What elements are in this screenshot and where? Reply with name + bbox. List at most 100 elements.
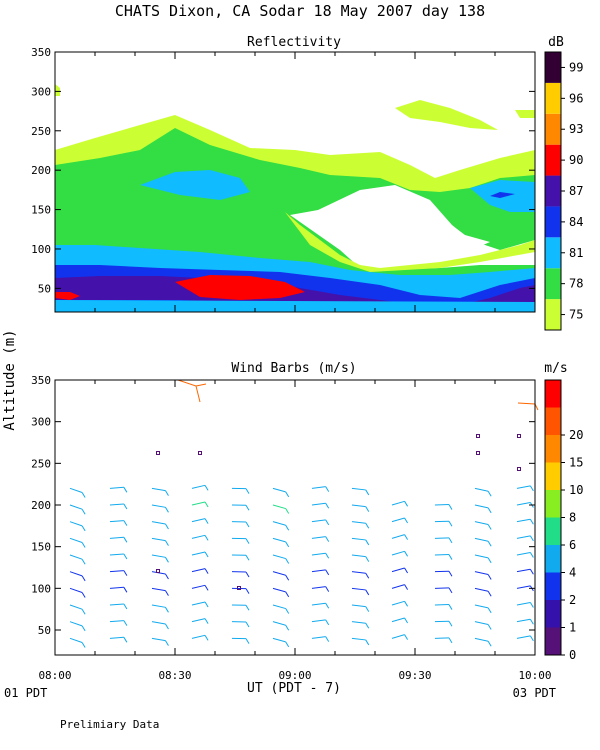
colorbar-segment: [545, 627, 561, 655]
reflectivity-title: Reflectivity: [247, 35, 341, 50]
wind-barb: [109, 520, 124, 523]
wind-barb-feather: [365, 606, 370, 612]
colorbar-tick-label: 6: [569, 538, 576, 552]
wind-barb-feather: [404, 617, 409, 624]
wind-barb-feather: [165, 590, 169, 596]
preliminary-data-note: Prelimiary Data: [60, 718, 159, 731]
colorbar-segment: [545, 517, 561, 545]
wind-barb-feather: [204, 618, 209, 624]
wind-barb-feather: [325, 602, 330, 609]
wind-barb-feather: [204, 518, 209, 524]
left-local-time-label: 01 PDT: [4, 686, 47, 700]
wind-barbs-layer: [69, 379, 539, 648]
reflectivity-blob-81a: [140, 170, 250, 200]
wind-barb-feather: [123, 620, 128, 626]
wind-barb-feather: [123, 570, 128, 576]
wind-barb: [474, 554, 489, 559]
wind-barb: [69, 554, 83, 560]
colorbar-segment: [545, 572, 561, 600]
wind-barb: [516, 585, 531, 589]
wind-barb-feather: [365, 506, 370, 512]
wind-barb: [351, 604, 366, 608]
colorbar-tick-label: 99: [569, 60, 583, 74]
wind-barb-feather: [448, 520, 453, 527]
y-tick-label: 100: [31, 582, 51, 595]
wind-barb: [391, 550, 405, 556]
wind-barb-feather: [245, 505, 250, 511]
wind-barb: [151, 637, 166, 642]
wind-barb-feather: [204, 535, 209, 541]
wind-barb-feather: [285, 524, 290, 531]
wind-barb-feather: [81, 642, 86, 648]
y-tick-label: 250: [31, 125, 51, 138]
wind-barb: [311, 636, 326, 639]
x-axis-label: UT (PDT - 7): [247, 681, 341, 696]
wind-barbs-title: Wind Barbs (m/s): [231, 361, 356, 376]
wind-barb-feather: [325, 586, 330, 592]
wind-barb: [69, 637, 83, 644]
colorbar-tick-label: 96: [569, 91, 583, 105]
wind-barb: [474, 521, 489, 526]
wind-barb: [109, 536, 124, 539]
wind-barb: [311, 536, 326, 539]
x-tick-label: 09:00: [278, 669, 311, 682]
wind-barb-feather: [529, 568, 534, 575]
colorbar-tick-label: 10: [569, 483, 583, 497]
y-tick-label: 350: [31, 374, 51, 387]
right-local-time-label: 03 PDT: [513, 686, 556, 700]
wind-barb-feather: [204, 568, 209, 574]
wind-barb-feather: [487, 490, 492, 497]
calm-marker: [198, 451, 202, 455]
wind-barb-feather: [245, 621, 250, 628]
wind-barb: [351, 637, 366, 641]
wind-barb-feather: [325, 619, 330, 626]
wind-barb-feather: [404, 634, 409, 640]
x-tick-label: 08:00: [38, 669, 71, 682]
wind-barb-feather: [165, 557, 169, 563]
wind-barb-feather: [529, 518, 534, 525]
wind-barb-feather: [448, 587, 453, 594]
wind-barb-feather: [123, 520, 128, 526]
wind-barb-feather: [245, 638, 250, 644]
wind-barb-feather: [448, 604, 453, 610]
wind-barb: [151, 504, 166, 508]
wind-barb-feather: [448, 537, 453, 544]
wind-barb: [351, 571, 366, 574]
wind-barb: [474, 621, 489, 626]
wind-barb: [191, 584, 206, 589]
colorbar-segment: [545, 299, 561, 330]
wind-barb: [69, 537, 83, 544]
wind-barb-feather: [165, 607, 169, 613]
wind-barb-feather: [81, 558, 86, 565]
wind-barb-feather: [365, 573, 370, 579]
colorbar-tick-label: 20: [569, 428, 583, 442]
wind-barb-feather: [325, 636, 330, 642]
wind-barb-feather: [487, 540, 492, 547]
wind-barb: [191, 501, 206, 506]
wind-barb: [351, 487, 366, 491]
colorbar-segment: [545, 407, 561, 435]
wind-barb-feather: [487, 640, 492, 647]
wind-barb: [69, 587, 83, 594]
wind-barb: [516, 552, 531, 556]
wind-barb: [351, 504, 366, 508]
wind-barb: [109, 486, 124, 489]
wind-barb-feather: [529, 618, 534, 625]
reflectivity-axes: 50 100 150 200 250 300 350: [31, 46, 536, 313]
wind-barb: [151, 487, 166, 492]
wind-barb: [191, 551, 206, 556]
y-tick-label: 100: [31, 243, 51, 256]
y-tick-label: 200: [31, 164, 51, 177]
wind-barb-feather: [204, 551, 209, 558]
wind-barb: [69, 571, 83, 577]
wind-barb: [391, 534, 405, 539]
wind-barb-feather: [81, 508, 86, 515]
wind-barb: [311, 619, 326, 623]
y-tick-label: 300: [31, 416, 51, 429]
wind-barb-feather: [81, 492, 86, 498]
wind-barb: [474, 504, 489, 509]
reflectivity-colorbar: 75 78 81 84 87 90 93 96 99: [544, 51, 583, 331]
wind-barb-feather: [123, 587, 128, 593]
colorbar-segment: [545, 435, 561, 463]
wind-plot-area: [55, 380, 535, 655]
